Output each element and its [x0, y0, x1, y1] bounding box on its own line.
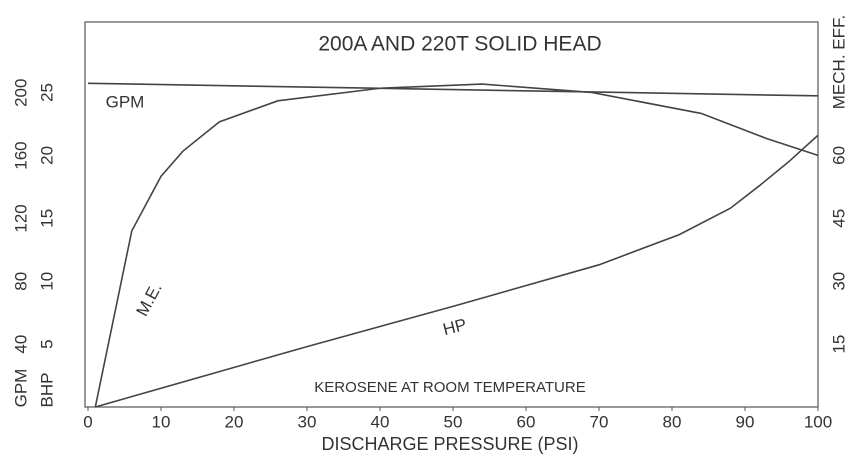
series-line: [87, 82, 819, 97]
y3-tick-label: 45: [829, 209, 848, 228]
x-tick-label: 0: [83, 412, 92, 431]
y-tick-label: 120: [11, 204, 30, 232]
x-tick-label: 20: [225, 412, 244, 431]
x-tick-label: 60: [517, 412, 536, 431]
y2-tick-label: 25: [37, 83, 56, 102]
y2-tick-label: 10: [37, 272, 56, 291]
y-tick-label: 80: [11, 272, 30, 291]
series-label: HP: [441, 315, 469, 339]
x-tick-label: 10: [152, 412, 171, 431]
y2-tick-label: 20: [37, 146, 56, 165]
x-tick-label: 80: [663, 412, 682, 431]
y2-tick-label: 5: [37, 339, 56, 348]
x-tick-label: 50: [444, 412, 463, 431]
y3-tick-label: 60: [829, 146, 848, 165]
series-line: [95, 134, 819, 408]
x-tick-label: 70: [590, 412, 609, 431]
series-label: GPM: [106, 92, 145, 111]
series-line: [94, 83, 819, 408]
y2-axis-label: BHP: [37, 373, 56, 408]
x-tick-label: 40: [371, 412, 390, 431]
y-tick-label: 40: [11, 335, 30, 354]
chart-title: 200A AND 220T SOLID HEAD: [318, 33, 601, 56]
y3-tick-label: 15: [829, 335, 848, 354]
x-tick-label: 90: [736, 412, 755, 431]
y3-axis-label: MECH. EFF.: [829, 15, 848, 109]
series-label: M.E.: [133, 280, 166, 320]
x-tick-label: 100: [804, 412, 832, 431]
y-tick-label: 200: [11, 79, 30, 107]
y-axis-label: GPM: [11, 369, 30, 408]
x-tick-label: 30: [298, 412, 317, 431]
x-axis-label: DISCHARGE PRESSURE (PSI): [321, 434, 578, 454]
y2-tick-label: 15: [37, 209, 56, 228]
note: KEROSENE AT ROOM TEMPERATURE: [314, 379, 585, 396]
y3-tick-label: 30: [829, 272, 848, 291]
y-tick-label: 160: [11, 141, 30, 169]
plot-frame: [84, 21, 819, 408]
